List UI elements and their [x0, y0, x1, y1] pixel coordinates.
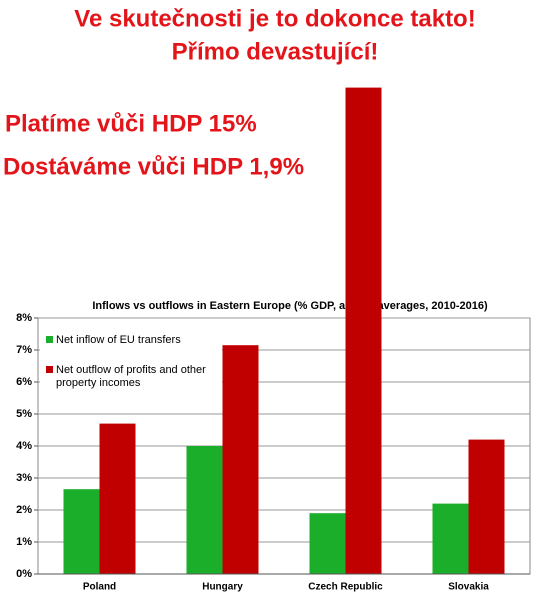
- bar: [309, 513, 346, 574]
- bar: [222, 345, 259, 574]
- legend-swatch: [46, 366, 53, 373]
- note: Platíme vůči HDP 15%: [5, 110, 257, 137]
- bar: [468, 439, 505, 574]
- y-tick-label: 5%: [16, 408, 32, 420]
- legend-label: Net inflow of EU transfers: [56, 334, 181, 346]
- headline: Ve skutečnosti je to dokonce takto!: [74, 5, 475, 32]
- y-tick-label: 2%: [16, 504, 32, 516]
- x-tick-label: Slovakia: [448, 582, 489, 593]
- bar: [432, 503, 469, 574]
- y-tick-label: 3%: [16, 472, 32, 484]
- note: Dostáváme vůči HDP 1,9%: [3, 153, 304, 180]
- chart-title: Inflows vs outflows in Eastern Europe (%…: [92, 300, 488, 312]
- bar: [63, 489, 100, 574]
- y-tick-label: 6%: [16, 376, 32, 388]
- y-tick-label: 0%: [16, 568, 32, 580]
- legend-box: [40, 324, 222, 408]
- y-tick-label: 1%: [16, 536, 32, 548]
- x-tick-label: Poland: [83, 582, 116, 593]
- bar: [99, 423, 136, 574]
- bar: [345, 87, 382, 574]
- legend-label: Net outflow of profits and other property…: [56, 364, 206, 389]
- y-tick-label: 7%: [16, 344, 32, 356]
- x-tick-label: Hungary: [202, 582, 243, 593]
- x-tick-label: Czech Republic: [308, 582, 383, 593]
- y-tick-label: 8%: [16, 312, 32, 324]
- y-tick-label: 4%: [16, 440, 32, 452]
- legend: Net inflow of EU transfers Net outflow of…: [40, 324, 222, 408]
- legend-swatch: [46, 336, 53, 343]
- bar: [186, 446, 223, 574]
- headline: Přímo devastující!: [172, 38, 379, 65]
